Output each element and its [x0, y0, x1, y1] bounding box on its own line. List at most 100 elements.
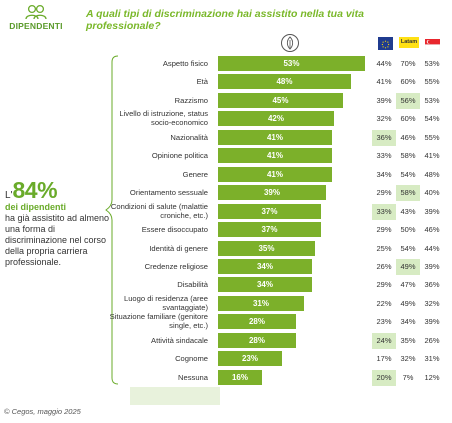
region-value-latam: 58%	[396, 185, 420, 202]
category-label: Razzismo	[174, 95, 208, 105]
region-value-latam: 70%	[400, 59, 416, 68]
callout-number: 84%	[12, 177, 58, 203]
bar: 34%	[218, 277, 312, 293]
region-value-sg: 55%	[424, 132, 440, 142]
region-value-latam: 7%	[402, 372, 414, 382]
region-value-sg: 39%	[424, 261, 440, 271]
bar-value-label: 45%	[272, 95, 289, 105]
region-value-latam: 35%	[400, 335, 416, 345]
bar-value-label: 48%	[276, 77, 293, 87]
region-value-latam: 56%	[396, 92, 420, 109]
region-value-eu: 23%	[376, 317, 392, 327]
region-value-sg: 31%	[424, 354, 440, 364]
region-value-sg: 26%	[424, 335, 440, 345]
region-value-sg: 39%	[424, 317, 440, 327]
region-value-sg: 53%	[424, 59, 440, 68]
region-value-sg: 55%	[424, 77, 440, 87]
stat-callout: L'84% dei dipendenti ha già assistito ad…	[5, 177, 115, 268]
bar-value-label: 37%	[261, 206, 278, 216]
region-value-eu: 22%	[376, 298, 392, 308]
bar-value-label: 31%	[252, 298, 269, 308]
region-value-latam: 49%	[396, 258, 420, 275]
region-value-latam: 54%	[400, 169, 416, 179]
bar-value-label: 53%	[283, 59, 300, 68]
flag-sg-icon	[424, 37, 441, 51]
bar: 48%	[218, 74, 351, 90]
region-value-eu: 36%	[372, 129, 396, 146]
region-value-latam: 46%	[400, 132, 416, 142]
region-value-sg: 48%	[424, 169, 440, 179]
bar-value-label: 41%	[266, 132, 283, 142]
category-label: Luogo di residenza (aree svantaggiate)	[123, 293, 208, 312]
chart-question: A quali tipi di discriminazione hai assi…	[86, 8, 364, 32]
region-value-eu: 29%	[376, 188, 392, 198]
category-label: Opinione politica	[151, 151, 208, 161]
bar: 23%	[218, 351, 282, 367]
bar-value-label: 34%	[256, 280, 273, 290]
bar-value-label: 39%	[263, 188, 280, 198]
bar-value-label: 28%	[248, 335, 265, 345]
bar: 39%	[218, 185, 326, 201]
cegos-logo-icon	[281, 34, 299, 52]
region-value-latam: 54%	[400, 243, 416, 253]
bar: 41%	[218, 148, 332, 164]
region-value-sg: 44%	[424, 243, 440, 253]
flag-eu-icon	[378, 37, 393, 50]
region-value-latam: 34%	[400, 317, 416, 327]
bar-value-label: 35%	[258, 243, 275, 253]
category-label: Aspetto fisico	[162, 59, 208, 68]
bar: 45%	[218, 92, 343, 108]
region-value-latam: 43%	[400, 206, 416, 216]
bar: 35%	[218, 240, 315, 256]
region-value-eu: 29%	[376, 280, 392, 290]
category-label: Attività sindacale	[151, 335, 208, 345]
region-value-sg: 39%	[424, 206, 440, 216]
region-value-eu: 25%	[376, 243, 392, 253]
callout-body: ha già assistito ad almeno una forma di …	[5, 213, 110, 267]
category-label: Condizioni di salute (malattie croniche,…	[110, 201, 208, 220]
region-value-eu: 29%	[376, 225, 392, 235]
bar-value-label: 28%	[248, 317, 265, 327]
region-value-latam: 32%	[400, 354, 416, 364]
region-value-eu: 39%	[376, 95, 392, 105]
people-icon	[25, 4, 47, 20]
region-value-sg: 53%	[424, 95, 440, 105]
region-value-latam: 47%	[400, 280, 416, 290]
bar-value-label: 42%	[267, 114, 284, 124]
region-value-latam: 50%	[400, 225, 416, 235]
category-label: Genere	[182, 169, 208, 179]
bar-value-label: 16%	[231, 372, 248, 382]
brand-logo: DIPENDENTI	[5, 4, 67, 32]
bar-value-label: 23%	[241, 354, 258, 364]
bar-value-label: 37%	[261, 225, 278, 235]
bar: 34%	[218, 258, 312, 274]
region-value-sg: 32%	[424, 298, 440, 308]
region-value-sg: 41%	[424, 151, 440, 161]
category-label: Età	[196, 77, 208, 87]
callout-prefix: L'	[5, 190, 13, 201]
bar: 42%	[218, 111, 334, 127]
region-value-latam: 58%	[400, 151, 416, 161]
category-label: Situazione familiare (genitore single, e…	[109, 312, 208, 331]
region-value-eu: 17%	[376, 354, 392, 364]
bar: 28%	[218, 332, 296, 348]
source-note: © Cegos, maggio 2025	[4, 407, 81, 416]
category-label: Disabilità	[177, 280, 208, 290]
region-value-sg: 12%	[424, 372, 440, 382]
region-value-sg: 46%	[424, 225, 440, 235]
bar: 31%	[218, 295, 304, 311]
category-label: Livello di istruzione, status socio-econ…	[119, 109, 208, 128]
region-value-eu: 26%	[376, 261, 392, 271]
bar-value-label: 34%	[256, 261, 273, 271]
region-value-eu: 44%	[376, 59, 392, 68]
category-label: Orientamento sessuale	[129, 188, 208, 198]
category-label: Essere disoccupato	[141, 225, 208, 235]
region-value-sg: 54%	[424, 114, 440, 124]
bar: 37%	[218, 222, 321, 238]
bar: 41%	[218, 129, 332, 145]
bar-value-label: 41%	[266, 169, 283, 179]
nessuna-row-highlight	[130, 387, 220, 405]
region-value-eu: 33%	[372, 203, 396, 220]
bar: 28%	[218, 314, 296, 330]
region-value-eu: 32%	[376, 114, 392, 124]
